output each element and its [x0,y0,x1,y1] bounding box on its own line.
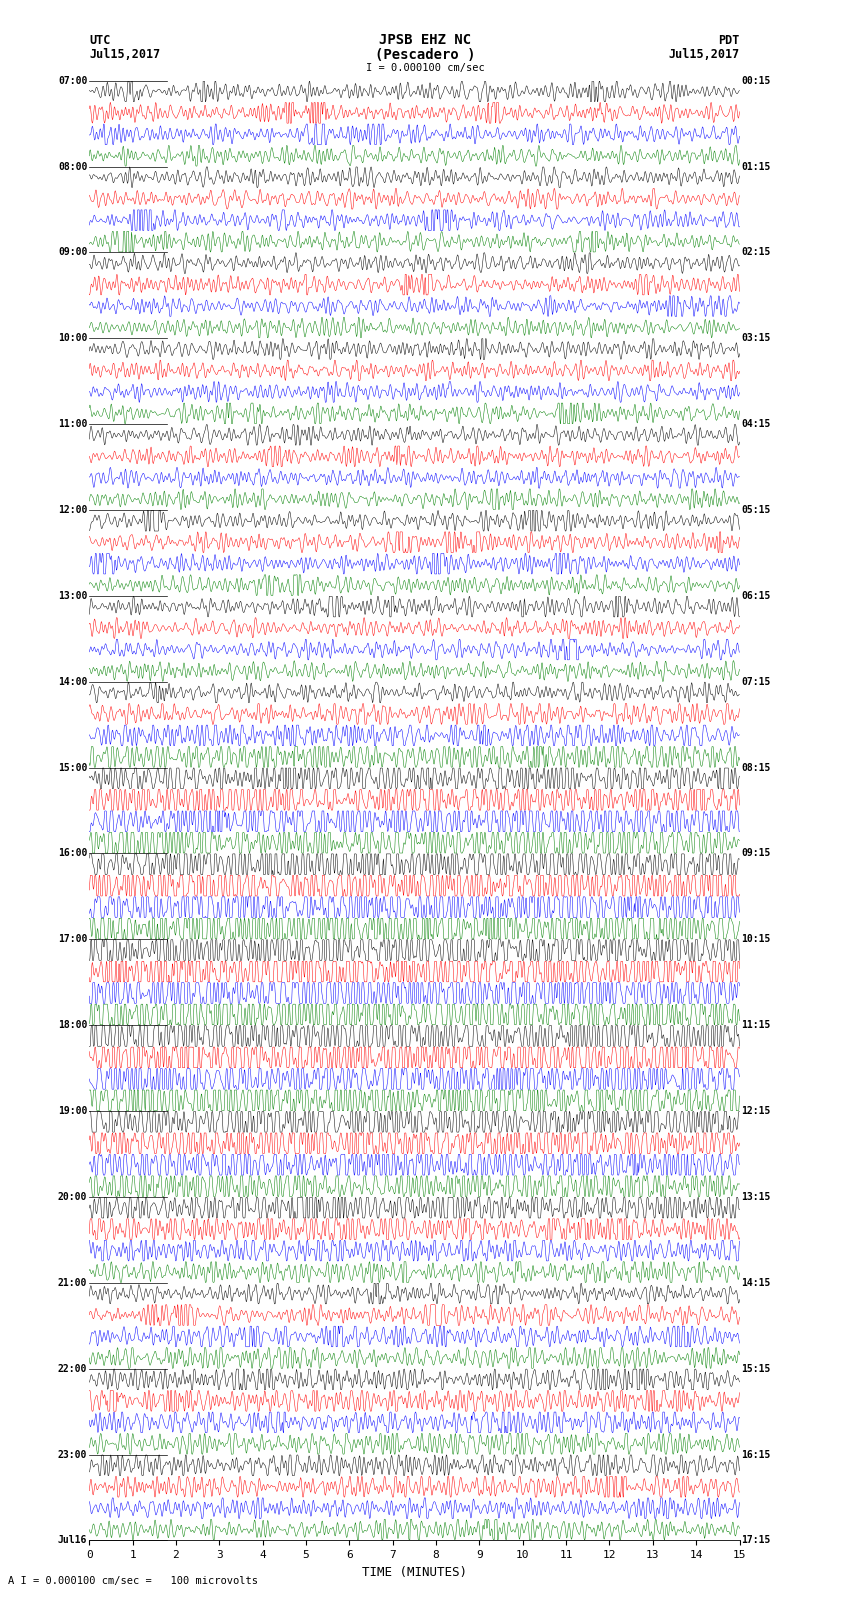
Text: 13:00: 13:00 [58,590,88,602]
Text: JPSB EHZ NC: JPSB EHZ NC [379,34,471,47]
Text: 14:00: 14:00 [58,677,88,687]
Text: 20:00: 20:00 [58,1192,88,1202]
Text: 10:15: 10:15 [741,934,771,944]
Text: 17:15: 17:15 [741,1536,771,1545]
Text: 19:00: 19:00 [58,1107,88,1116]
Text: 16:15: 16:15 [741,1450,771,1460]
Text: 06:15: 06:15 [741,590,771,602]
Text: 11:15: 11:15 [741,1019,771,1031]
Text: 18:00: 18:00 [58,1019,88,1031]
Text: 07:15: 07:15 [741,677,771,687]
Text: 02:15: 02:15 [741,247,771,258]
Text: I = 0.000100 cm/sec: I = 0.000100 cm/sec [366,63,484,73]
Text: 07:00: 07:00 [58,76,88,85]
Text: PDT: PDT [718,34,740,47]
Text: 23:00: 23:00 [58,1450,88,1460]
Text: 08:00: 08:00 [58,161,88,171]
Text: 12:15: 12:15 [741,1107,771,1116]
Text: 12:00: 12:00 [58,505,88,515]
Text: 05:15: 05:15 [741,505,771,515]
Text: 00:15: 00:15 [741,76,771,85]
Text: 08:15: 08:15 [741,763,771,773]
Text: 17:00: 17:00 [58,934,88,944]
Text: Jul15,2017: Jul15,2017 [89,48,161,61]
Text: UTC: UTC [89,34,110,47]
Text: 01:15: 01:15 [741,161,771,171]
Text: 04:15: 04:15 [741,419,771,429]
Text: 13:15: 13:15 [741,1192,771,1202]
Text: 10:00: 10:00 [58,334,88,344]
Text: 09:15: 09:15 [741,848,771,858]
Text: Jul15,2017: Jul15,2017 [668,48,740,61]
Text: 09:00: 09:00 [58,247,88,258]
Text: 14:15: 14:15 [741,1277,771,1287]
Text: 16:00: 16:00 [58,848,88,858]
Text: 11:00: 11:00 [58,419,88,429]
X-axis label: TIME (MINUTES): TIME (MINUTES) [362,1566,467,1579]
Text: 15:00: 15:00 [58,763,88,773]
Text: A I = 0.000100 cm/sec =   100 microvolts: A I = 0.000100 cm/sec = 100 microvolts [8,1576,258,1586]
Text: 03:15: 03:15 [741,334,771,344]
Text: 15:15: 15:15 [741,1363,771,1374]
Text: (Pescadero ): (Pescadero ) [375,48,475,61]
Text: Jul16: Jul16 [58,1536,88,1545]
Text: 22:00: 22:00 [58,1363,88,1374]
Text: 21:00: 21:00 [58,1277,88,1287]
